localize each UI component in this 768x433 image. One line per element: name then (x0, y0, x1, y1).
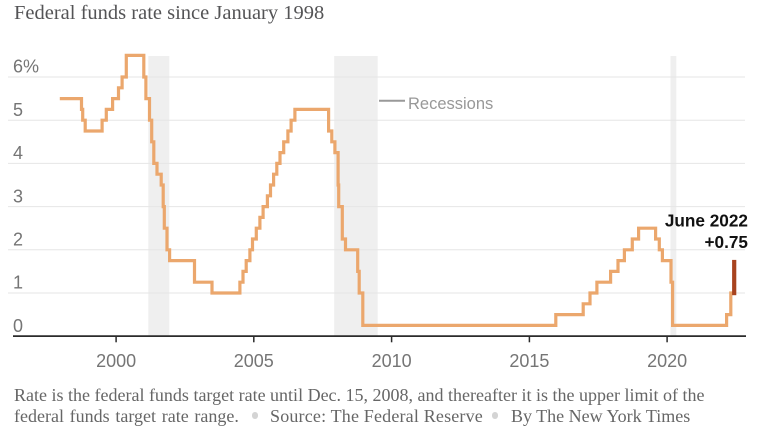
svg-text:4: 4 (13, 143, 23, 163)
svg-text:2005: 2005 (234, 351, 274, 371)
svg-text:6%: 6% (13, 57, 39, 77)
svg-text:2010: 2010 (372, 351, 412, 371)
svg-text:3: 3 (13, 186, 23, 206)
svg-text:5: 5 (13, 100, 23, 120)
svg-text:June 2022: June 2022 (665, 211, 748, 231)
svg-text:2015: 2015 (509, 351, 549, 371)
svg-text:2000: 2000 (96, 351, 136, 371)
svg-text:+0.75: +0.75 (705, 232, 749, 252)
svg-text:2: 2 (13, 230, 23, 250)
svg-text:Recessions: Recessions (408, 95, 493, 113)
svg-text:2020: 2020 (647, 351, 687, 371)
svg-text:0: 0 (13, 316, 23, 336)
svg-text:1: 1 (13, 273, 23, 293)
